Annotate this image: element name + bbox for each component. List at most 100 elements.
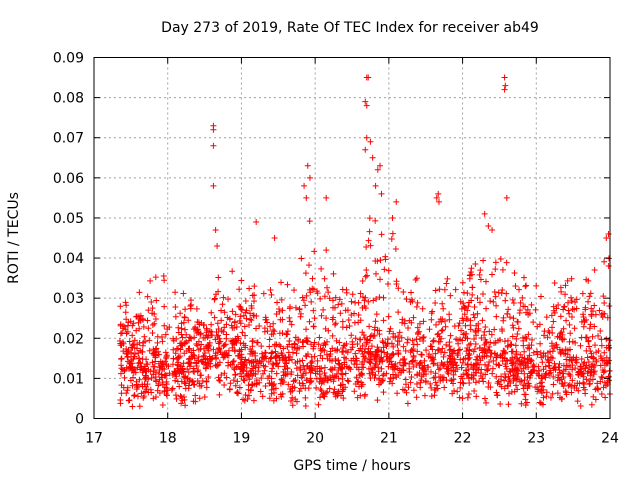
data-point [118,355,125,362]
data-point [267,286,274,293]
data-point [598,342,605,349]
data-point [255,368,262,375]
data-point [365,237,372,244]
data-point [407,298,414,305]
data-point [395,285,402,292]
data-point [356,383,363,390]
data-point [163,372,170,379]
data-point [560,306,567,313]
data-point [581,386,588,393]
data-point [137,317,144,324]
data-point [370,333,377,340]
data-point [485,346,492,353]
data-point [312,370,319,377]
data-point [243,372,250,379]
data-point [136,403,143,410]
data-point [117,321,124,328]
data-point [213,329,220,336]
data-point [248,381,255,388]
data-point [513,366,520,373]
data-point [523,335,530,342]
data-point [389,230,396,237]
data-point [473,332,480,339]
data-point [215,325,222,332]
data-point [241,323,248,330]
data-point [321,340,328,347]
data-point [216,377,223,384]
data-point [389,380,396,387]
data-point [310,307,317,314]
data-point [351,388,358,395]
data-point [361,348,368,355]
data-point [366,228,373,235]
data-point [383,342,390,349]
data-point [377,379,384,386]
data-point [568,389,575,396]
data-point [417,384,424,391]
data-point [214,320,221,327]
data-point [259,354,266,361]
data-point [481,332,488,339]
data-point [556,334,563,341]
data-point [413,361,420,368]
data-point [383,370,390,377]
data-point [136,289,143,296]
data-point [529,369,536,376]
data-point [141,381,148,388]
data-point [321,364,328,371]
data-point [439,345,446,352]
data-point [489,365,496,372]
data-point [163,354,170,361]
data-point [330,270,337,277]
data-point [521,376,528,383]
data-point [472,369,479,376]
data-point [136,376,143,383]
data-point [195,367,202,374]
data-point [376,294,383,301]
data-point [529,336,535,343]
data-point [376,331,383,338]
data-point [428,393,435,400]
data-point [353,355,360,362]
data-point [479,317,486,324]
data-point [179,334,186,341]
data-point [266,343,273,350]
data-point [427,343,434,350]
data-point [435,366,442,373]
data-point [588,401,595,408]
data-point [504,343,511,350]
data-point [598,311,605,318]
data-point [428,384,435,391]
data-point [250,397,257,404]
data-point [317,394,323,401]
data-point [273,360,280,367]
data-point [511,388,518,395]
data-point [117,303,124,310]
data-point [524,364,531,371]
data-point [585,298,592,305]
data-point [410,363,417,370]
data-point [236,286,243,293]
data-point [172,377,179,384]
data-point [554,390,561,397]
data-point [549,390,556,397]
data-point [306,379,313,386]
data-point [483,278,490,285]
data-point [266,336,273,343]
data-point [495,378,502,385]
data-point [476,271,483,278]
data-point [568,383,575,390]
data-point [532,306,539,313]
data-point [250,298,257,305]
data-point [432,379,439,386]
data-point [176,383,183,390]
data-point [291,340,298,347]
data-point [362,98,369,105]
data-point [510,324,517,331]
data-point [231,319,238,326]
data-point [575,372,582,379]
data-point [327,348,334,355]
data-point [306,218,313,225]
data-point [585,277,592,284]
data-point [436,318,443,325]
